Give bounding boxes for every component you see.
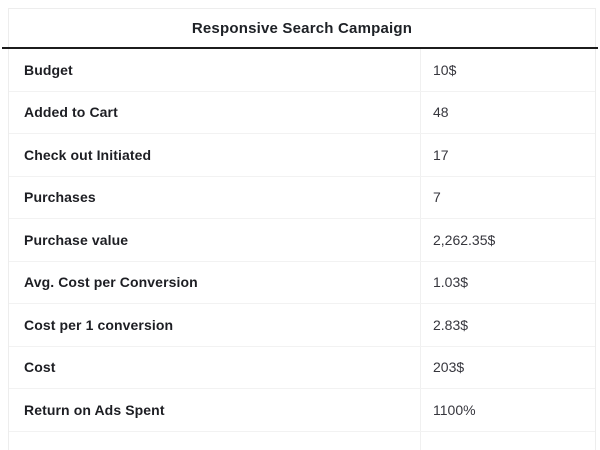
table-row-empty-cutoff <box>9 431 595 450</box>
metric-value: 2.83$ <box>420 304 595 346</box>
metric-label: Cost <box>24 359 56 376</box>
table-row-purchase-value: Purchase value 2,262.35$ <box>9 219 595 262</box>
metric-value: 7 <box>420 176 595 218</box>
metric-label: Purchases <box>24 189 96 206</box>
campaign-metrics-table: Responsive Search Campaign Budget 10$ Ad… <box>8 8 596 450</box>
metric-value: 1.03$ <box>420 261 595 303</box>
metric-value: 2,262.35$ <box>420 219 595 261</box>
table-row-cost: Cost 203$ <box>9 346 595 389</box>
table-title: Responsive Search Campaign <box>9 9 595 49</box>
empty-cell <box>420 431 595 450</box>
empty-cell <box>9 432 420 450</box>
header-divider-rule <box>2 47 598 49</box>
table-row-added-to-cart: Added to Cart 48 <box>9 91 595 134</box>
metric-label: Return on Ads Spent <box>24 401 165 418</box>
metric-value: 203$ <box>420 346 595 388</box>
table-body: Budget 10$ Added to Cart 48 Check out In… <box>9 49 595 450</box>
table-row-checkout-initiated: Check out Initiated 17 <box>9 134 595 177</box>
metric-value: 1100% <box>420 389 595 431</box>
metric-value: 17 <box>420 134 595 176</box>
metric-label: Check out Initiated <box>24 146 152 163</box>
table-row-cost-per-1-conversion: Cost per 1 conversion 2.83$ <box>9 304 595 347</box>
table-row-return-on-ads-spent: Return on Ads Spent 1100% <box>9 389 595 432</box>
metric-label: Purchase value <box>24 231 129 248</box>
metric-value: 48 <box>420 91 595 133</box>
table-row-budget: Budget 10$ <box>9 49 595 92</box>
metric-label: Added to Cart <box>24 104 118 121</box>
table-row-avg-cost-per-conversion: Avg. Cost per Conversion 1.03$ <box>9 261 595 304</box>
metric-label: Cost per 1 conversion <box>24 316 174 333</box>
table-row-purchases: Purchases 7 <box>9 176 595 219</box>
metric-label: Budget <box>24 61 73 78</box>
metric-value: 10$ <box>420 49 595 91</box>
metric-label: Avg. Cost per Conversion <box>24 274 198 291</box>
